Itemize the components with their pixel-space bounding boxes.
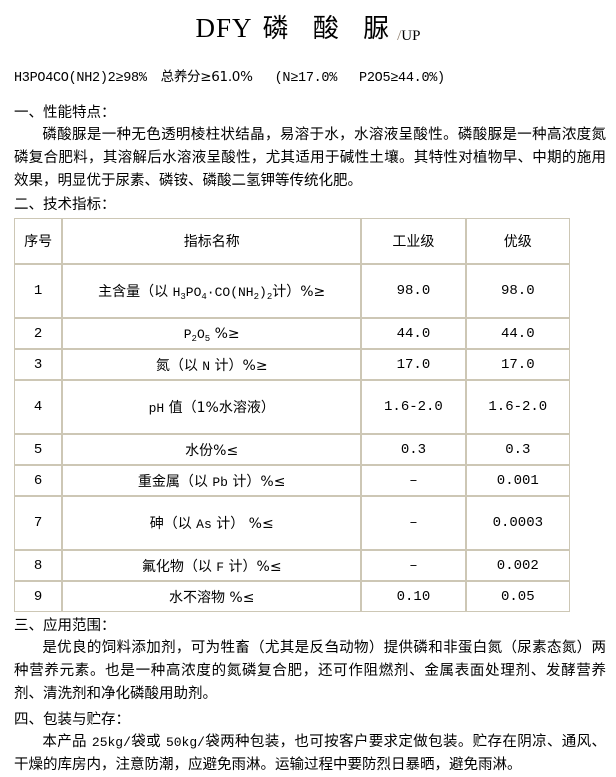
cell-superior-value: 0.0003 — [465, 496, 570, 550]
page-title: DFY 磷 酸 脲/UP — [0, 0, 616, 45]
cell-indicator-name: 主含量（以 H3PO4·CO(NH2)2计）%≥ — [62, 264, 362, 318]
formula-part-main: H3PO4CO(NH2)2≥98% — [14, 71, 147, 86]
cell-no: 2 — [14, 318, 63, 349]
cell-industrial-value: 44.0 — [361, 318, 466, 349]
cell-no: 8 — [14, 550, 63, 581]
cell-indicator-name: 氟化物（以 F 计）%≤ — [62, 550, 362, 581]
cell-superior-value: 0.3 — [465, 434, 570, 465]
header-cell-industrial: 工业级 — [361, 218, 466, 264]
title-latin: DFY — [195, 13, 253, 43]
header-cell-name: 指标名称 — [62, 218, 362, 264]
table-row: 1 主含量（以 H3PO4·CO(NH2)2计）%≥ 98.0 98.0 — [14, 264, 570, 318]
table-row: 6 重金属（以 Pb 计）%≤ – 0.001 — [14, 465, 570, 496]
title-suffix: UP — [401, 28, 421, 44]
header-cell-superior: 优级 — [465, 218, 570, 264]
cell-indicator-name: P2O5 %≥ — [62, 318, 362, 349]
cell-industrial-value: – — [361, 550, 466, 581]
package-size-25kg: 25kg/ — [91, 735, 131, 750]
formula-summary-line: H3PO4CO(NH2)2≥98% 总养分≥61.0% (N≥17.0% P2O5≥4… — [0, 65, 616, 86]
table-header-row: 序号 指标名称 工业级 优级 — [14, 218, 570, 264]
cell-superior-value: 98.0 — [465, 264, 570, 318]
cell-superior-value: 0.001 — [465, 465, 570, 496]
cell-superior-value: 0.002 — [465, 550, 570, 581]
cell-indicator-name: 砷（以 As 计） %≤ — [62, 496, 362, 550]
cell-superior-value: 17.0 — [465, 349, 570, 380]
section-paragraph-packaging-storage: 本产品 25kg/袋或 50kg/袋两种包装，也可按客户要求定做包装。贮存在阴凉… — [0, 731, 616, 777]
cell-no: 5 — [14, 434, 63, 465]
cell-superior-value: 1.6-2.0 — [465, 380, 570, 434]
paragraph-text: 是优良的饲料添加剂，可为牲畜（尤其是反刍动物）提供磷和非蛋白氮（尿素态氮）两种营… — [14, 640, 606, 702]
technical-spec-table: 序号 指标名称 工业级 优级 1 主含量（以 H3PO4·CO(NH2)2计）%… — [14, 218, 570, 612]
title-cjk: 磷 酸 脲 — [262, 14, 398, 44]
cell-industrial-value: – — [361, 496, 466, 550]
spec-table-container: 序号 指标名称 工业级 优级 1 主含量（以 H3PO4·CO(NH2)2计）%… — [0, 218, 616, 612]
cell-no: 1 — [14, 264, 63, 318]
cell-superior-value: 0.05 — [465, 581, 570, 612]
table-row: 4 pH 值（1%水溶液） 1.6-2.0 1.6-2.0 — [14, 380, 570, 434]
cell-industrial-value: 17.0 — [361, 349, 466, 380]
formula-part-p2o5: P2O5≥44.0%) — [359, 71, 445, 86]
section-paragraph-performance: 磷酸脲是一种无色透明棱柱状结晶，易溶于水，水溶液呈酸性。磷酸脲是一种高浓度氮磷复… — [0, 124, 616, 193]
cell-no: 6 — [14, 465, 63, 496]
header-cell-no: 序号 — [14, 218, 63, 264]
cell-no: 3 — [14, 349, 63, 380]
section-heading-performance: 一、性能特点： — [14, 105, 116, 121]
cell-industrial-value: 1.6-2.0 — [361, 380, 466, 434]
section-heading-packaging-storage: 四、包装与贮存： — [14, 712, 130, 728]
formula-part-total-nutrient: 总养分≥61.0% — [160, 69, 253, 85]
title-slash: / — [397, 28, 402, 44]
section-heading-application-scope: 三、应用范围： — [14, 618, 116, 634]
table-row: 3 氮（以 N 计）%≥ 17.0 17.0 — [14, 349, 570, 380]
cell-industrial-value: – — [361, 465, 466, 496]
cell-indicator-name: 氮（以 N 计）%≥ — [62, 349, 362, 380]
section-heading-technical-specs: 二、技术指标： — [14, 197, 116, 213]
table-row: 2 P2O5 %≥ 44.0 44.0 — [14, 318, 570, 349]
package-size-50kg: 50kg/ — [165, 735, 205, 750]
table-row: 5 水份%≤ 0.3 0.3 — [14, 434, 570, 465]
cell-no: 7 — [14, 496, 63, 550]
cell-indicator-name: pH 值（1%水溶液） — [62, 380, 362, 434]
paragraph-text-pre: 本产品 — [42, 734, 92, 750]
cell-indicator-name: 水份%≤ — [62, 434, 362, 465]
cell-industrial-value: 98.0 — [361, 264, 466, 318]
cell-indicator-name: 重金属（以 Pb 计）%≤ — [62, 465, 362, 496]
cell-indicator-name: 水不溶物 %≤ — [62, 581, 362, 612]
paragraph-text: 磷酸脲是一种无色透明棱柱状结晶，易溶于水，水溶液呈酸性。磷酸脲是一种高浓度氮磷复… — [14, 127, 606, 189]
formula-part-nitrogen: (N≥17.0% — [274, 71, 338, 86]
cell-industrial-value: 0.3 — [361, 434, 466, 465]
table-row: 9 水不溶物 %≤ 0.10 0.05 — [14, 581, 570, 612]
table-row: 8 氟化物（以 F 计）%≤ – 0.002 — [14, 550, 570, 581]
cell-industrial-value: 0.10 — [361, 581, 466, 612]
cell-superior-value: 44.0 — [465, 318, 570, 349]
section-paragraph-application-scope: 是优良的饲料添加剂，可为牲畜（尤其是反刍动物）提供磷和非蛋白氮（尿素态氮）两种营… — [0, 637, 616, 706]
paragraph-text-mid: 袋或 — [130, 734, 166, 750]
cell-no: 9 — [14, 581, 63, 612]
table-row: 7 砷（以 As 计） %≤ – 0.0003 — [14, 496, 570, 550]
cell-no: 4 — [14, 380, 63, 434]
